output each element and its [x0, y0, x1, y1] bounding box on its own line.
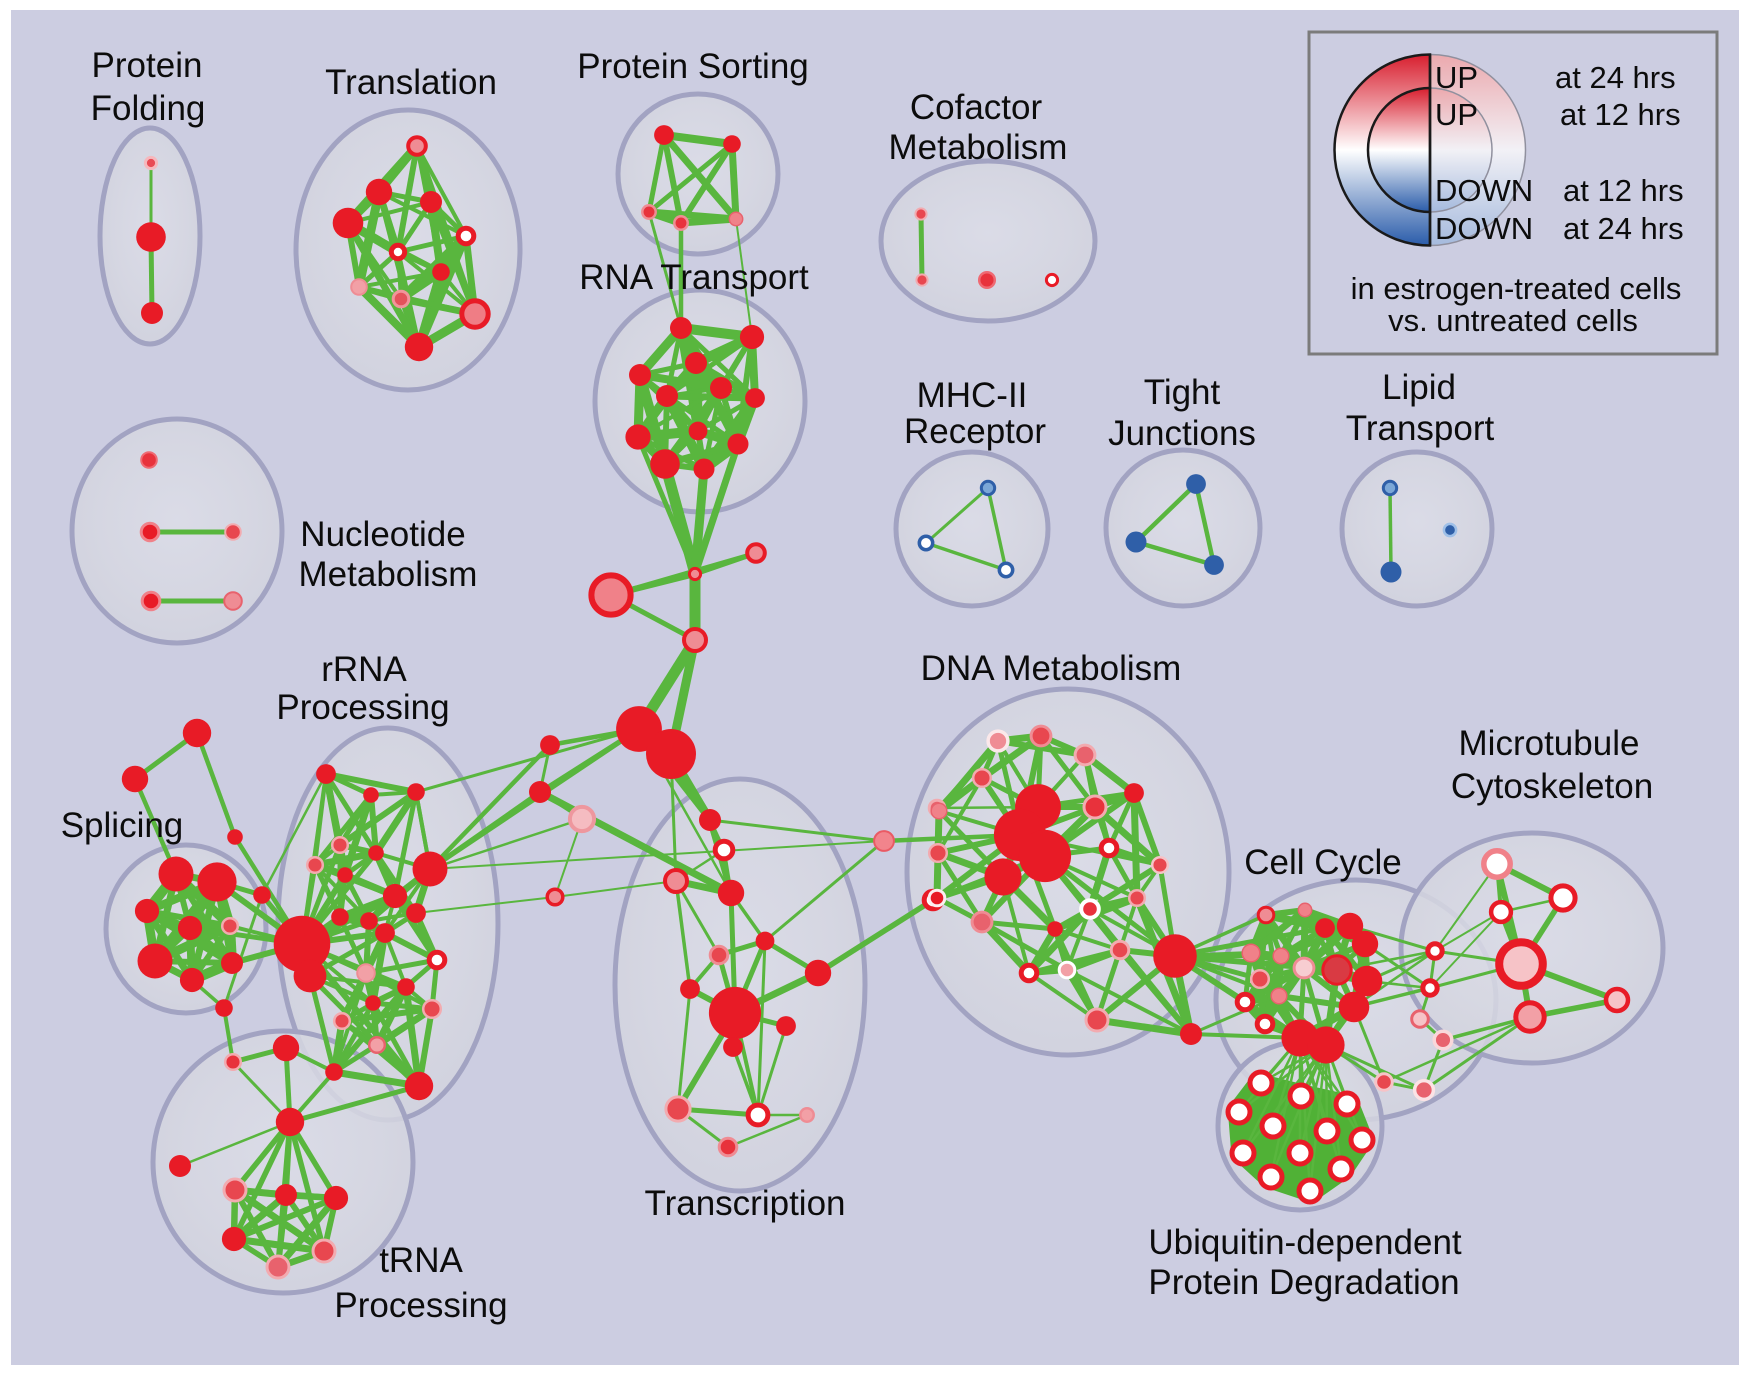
svg-text:at 12 hrs: at 12 hrs	[1563, 173, 1684, 208]
svg-text:RNA Transport: RNA Transport	[579, 258, 809, 297]
svg-text:Transcription: Transcription	[645, 1184, 846, 1223]
svg-text:Microtubule: Microtubule	[1459, 724, 1640, 763]
svg-text:UP: UP	[1435, 97, 1478, 132]
svg-text:Nucleotide: Nucleotide	[300, 515, 465, 554]
svg-text:Processing: Processing	[276, 688, 449, 727]
svg-text:DOWN: DOWN	[1435, 211, 1533, 246]
svg-text:Receptor: Receptor	[904, 412, 1046, 451]
svg-text:vs. untreated cells: vs. untreated cells	[1388, 303, 1638, 338]
svg-text:in estrogen-treated cells: in estrogen-treated cells	[1351, 271, 1682, 306]
svg-text:Protein: Protein	[92, 46, 203, 85]
svg-text:at 24 hrs: at 24 hrs	[1563, 211, 1684, 246]
svg-text:Junctions: Junctions	[1108, 414, 1256, 453]
svg-text:Protein Sorting: Protein Sorting	[577, 47, 809, 86]
svg-text:Splicing: Splicing	[61, 806, 184, 845]
svg-text:Cytoskeleton: Cytoskeleton	[1451, 767, 1653, 806]
svg-text:Processing: Processing	[334, 1286, 507, 1325]
svg-text:Translation: Translation	[325, 63, 497, 102]
svg-text:DNA Metabolism: DNA Metabolism	[921, 649, 1182, 688]
svg-text:Folding: Folding	[91, 89, 206, 128]
svg-text:Lipid: Lipid	[1382, 368, 1456, 407]
svg-text:MHC-II: MHC-II	[917, 376, 1028, 415]
svg-text:Transport: Transport	[1346, 409, 1495, 448]
svg-text:DOWN: DOWN	[1435, 173, 1533, 208]
svg-text:at 24 hrs: at 24 hrs	[1555, 60, 1676, 95]
svg-text:Cell Cycle: Cell Cycle	[1244, 843, 1402, 882]
svg-text:UP: UP	[1435, 60, 1478, 95]
svg-text:tRNA: tRNA	[379, 1241, 463, 1280]
svg-text:Ubiquitin-dependent: Ubiquitin-dependent	[1148, 1223, 1462, 1262]
svg-text:at 12 hrs: at 12 hrs	[1560, 97, 1681, 132]
svg-text:Tight: Tight	[1144, 373, 1221, 412]
svg-text:Cofactor: Cofactor	[910, 88, 1043, 127]
svg-text:Metabolism: Metabolism	[889, 128, 1068, 167]
svg-text:rRNA: rRNA	[321, 650, 407, 689]
svg-text:Metabolism: Metabolism	[299, 555, 478, 594]
svg-text:Protein Degradation: Protein Degradation	[1148, 1263, 1459, 1302]
